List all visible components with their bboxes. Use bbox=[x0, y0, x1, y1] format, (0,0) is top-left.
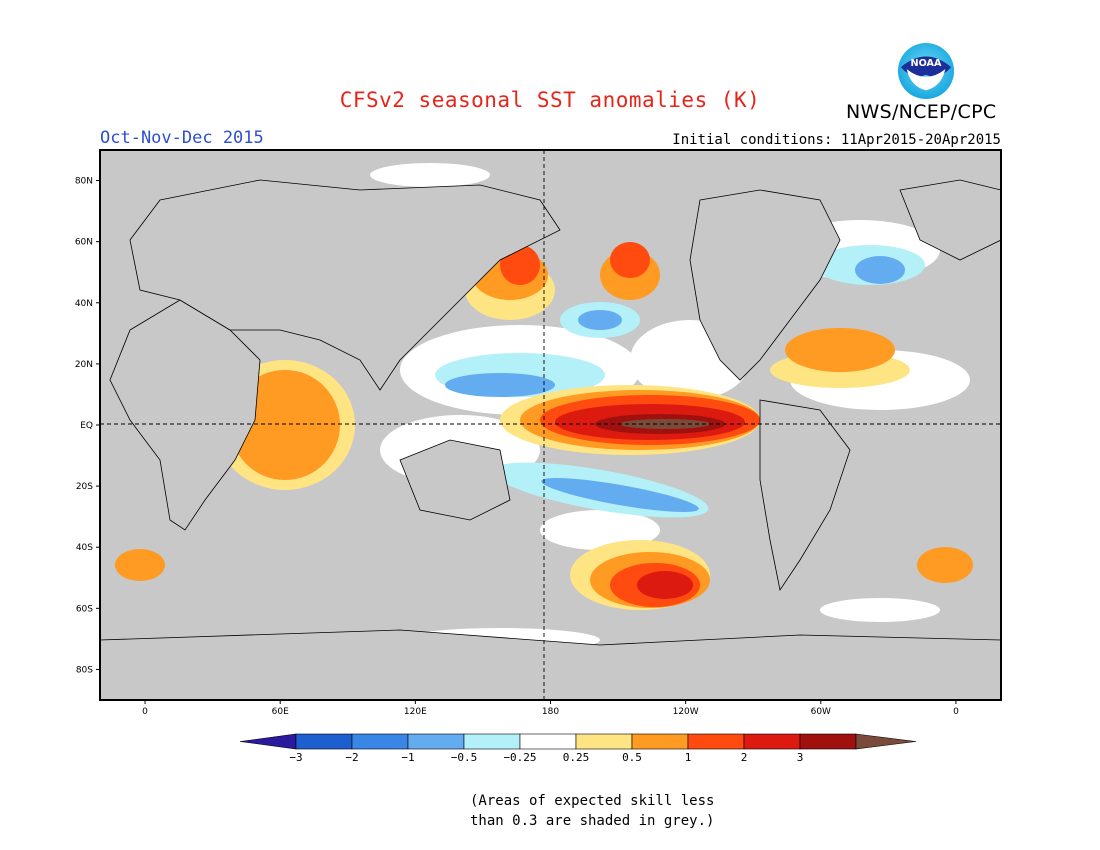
chart-title: CFSv2 seasonal SST anomalies (K) bbox=[339, 88, 761, 112]
season-label: Oct-Nov-Dec 2015 bbox=[100, 128, 264, 148]
footnote: (Areas of expected skill less than 0.3 a… bbox=[470, 793, 715, 829]
colorbar-swatch bbox=[351, 733, 409, 750]
lon-tick-label: 0 bbox=[953, 707, 959, 717]
colorbar-label: −1 bbox=[401, 751, 414, 764]
colorbar-swatch bbox=[799, 733, 857, 750]
colorbar-label: 0.5 bbox=[622, 751, 642, 764]
colorbar-swatch bbox=[519, 733, 577, 750]
colorbar-label: 2 bbox=[741, 751, 748, 764]
colorbar-label: 3 bbox=[797, 751, 804, 764]
colorbar-swatch bbox=[631, 733, 689, 750]
initial-conditions: Initial conditions: 11Apr2015-20Apr2015 bbox=[672, 132, 1001, 148]
lon-tick-label: 60E bbox=[272, 707, 289, 717]
colorbar-low-extension bbox=[239, 733, 297, 750]
colorbar-swatch bbox=[687, 733, 745, 750]
noaa-logo-icon: NOAA bbox=[897, 42, 955, 100]
lat-tick-label: 20S bbox=[76, 482, 93, 492]
colorbar-label: −0.25 bbox=[503, 751, 536, 764]
colorbar-label: 0.25 bbox=[563, 751, 590, 764]
colorbar-swatch bbox=[463, 733, 521, 750]
lat-tick-label: 60S bbox=[76, 604, 93, 614]
org-label: NWS/NCEP/CPC bbox=[846, 101, 997, 123]
colorbar: −3 −2 −1 −0.5 −0.25 0.25 0.5 1 2 3 bbox=[239, 733, 917, 764]
lon-tick-label: 60W bbox=[811, 707, 831, 717]
colorbar-swatch bbox=[743, 733, 801, 750]
colorbar-swatch bbox=[407, 733, 465, 750]
lat-tick-label: 80N bbox=[75, 177, 93, 187]
lat-tick-label: 40S bbox=[76, 543, 93, 553]
over-three-anomaly-area bbox=[620, 419, 710, 429]
colorbar-swatch bbox=[575, 733, 633, 750]
lat-tick-label: 60N bbox=[75, 238, 93, 248]
lat-tick-label: 20N bbox=[75, 360, 93, 370]
colorbar-high-extension bbox=[855, 733, 917, 750]
colorbar-label: −0.5 bbox=[451, 751, 478, 764]
lat-tick-label: EQ bbox=[80, 421, 93, 431]
colorbar-label: 1 bbox=[685, 751, 692, 764]
colorbar-label: −3 bbox=[289, 751, 302, 764]
continents bbox=[100, 179, 1001, 700]
lon-tick-label: 120W bbox=[673, 707, 699, 717]
lon-tick-label: 0 bbox=[142, 707, 148, 717]
lon-tick-label: 180 bbox=[542, 707, 559, 717]
negative-anomaly-areas bbox=[445, 256, 905, 513]
lat-tick-label: 40N bbox=[75, 299, 93, 309]
svg-text:NOAA: NOAA bbox=[911, 58, 943, 69]
colorbar-label: −2 bbox=[345, 751, 358, 764]
lon-tick-label: 120E bbox=[404, 707, 427, 717]
lat-tick-label: 80S bbox=[76, 665, 93, 675]
colorbar-swatch bbox=[295, 733, 353, 750]
